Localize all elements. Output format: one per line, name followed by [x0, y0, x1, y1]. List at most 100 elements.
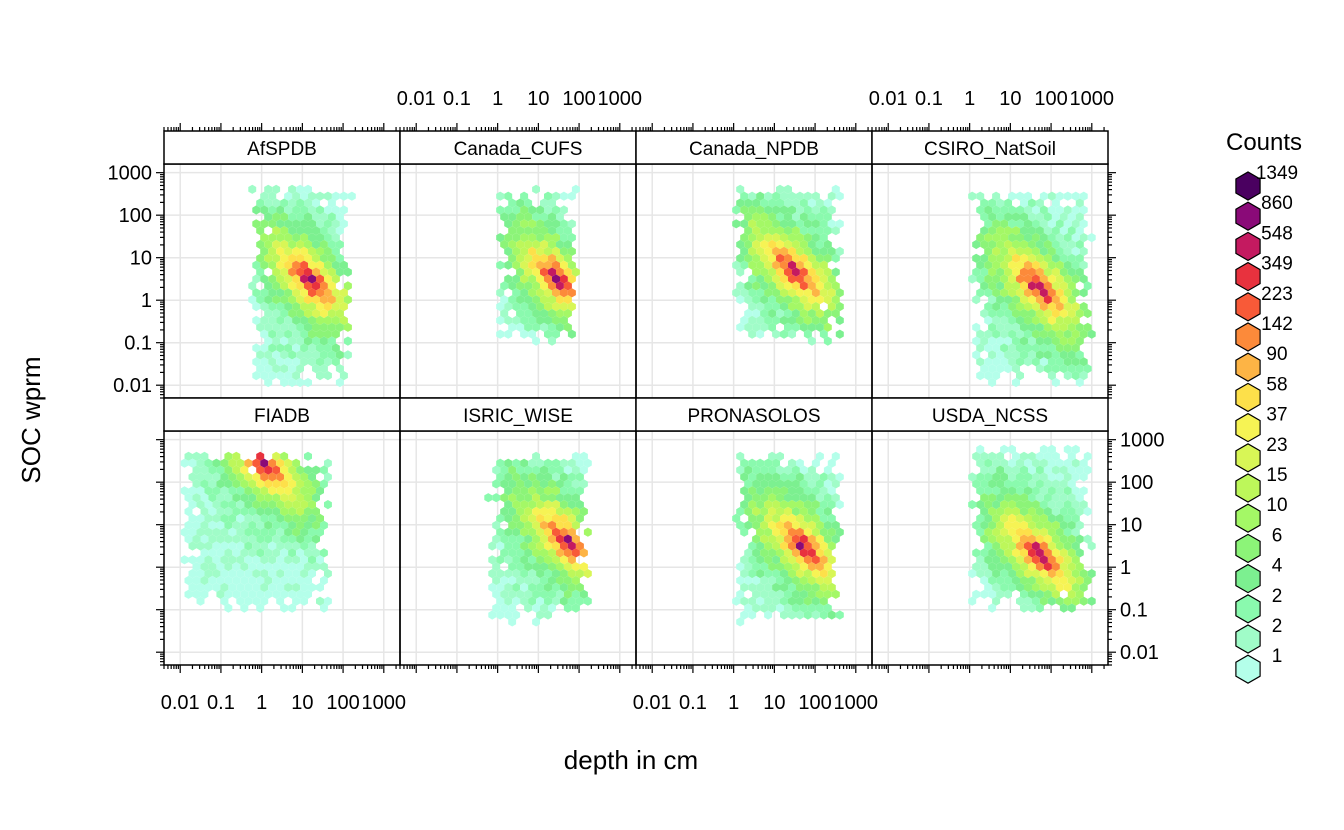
- hex-cell: [1075, 364, 1084, 374]
- hex-cell: [496, 233, 505, 243]
- hex-cell: [192, 451, 201, 461]
- hex-cell: [803, 582, 812, 592]
- hex-cell: [1016, 500, 1024, 510]
- hex-cell: [980, 506, 989, 517]
- hex-cell: [988, 520, 997, 530]
- hex-cell: [516, 239, 525, 250]
- hex-cell: [304, 377, 312, 388]
- hex-cell: [508, 617, 517, 627]
- hex-cell: [1043, 534, 1052, 544]
- hex-cell: [1000, 527, 1009, 537]
- hex-cell: [208, 534, 217, 544]
- hex-cell: [1067, 603, 1076, 613]
- strip-box: [635, 397, 873, 432]
- y-tick-label: 10: [130, 248, 152, 270]
- hex-cell: [292, 315, 301, 325]
- hex-cell: [1079, 233, 1088, 243]
- hex-cell: [972, 589, 981, 599]
- hex-cell: [1016, 191, 1024, 201]
- hex-cell: [312, 267, 320, 277]
- hex-cell: [496, 329, 505, 339]
- hex-cell: [744, 322, 753, 332]
- hex-cell: [772, 288, 780, 298]
- hex-cell: [1071, 191, 1080, 201]
- hex-cell: [1028, 239, 1036, 250]
- hex-cell: [976, 486, 985, 496]
- hex-cell: [1043, 336, 1052, 346]
- hex-cell: [1004, 253, 1012, 263]
- hex-cell: [752, 548, 761, 558]
- hex-cell: [1075, 506, 1084, 517]
- hex-cell: [216, 562, 225, 572]
- hex-cell: [1024, 260, 1032, 270]
- hex-cell: [792, 253, 800, 263]
- hex-cell: [524, 281, 533, 291]
- hex-cell: [284, 233, 293, 243]
- hex-cell: [528, 500, 537, 510]
- hex-cell: [180, 458, 189, 468]
- hex-cell: [835, 315, 844, 325]
- hex-cell: [516, 548, 525, 558]
- hex-cell: [548, 493, 556, 503]
- hex-cell: [268, 513, 277, 523]
- legend-swatch: [1235, 352, 1261, 382]
- hex-cell: [1059, 226, 1068, 236]
- hex-cell: [815, 198, 824, 208]
- hex-cell: [300, 191, 308, 201]
- hex-cell: [1000, 569, 1009, 579]
- hex-cell: [792, 562, 800, 572]
- hex-cell: [815, 281, 824, 291]
- hex-cell: [556, 465, 564, 475]
- hex-cell: [320, 479, 328, 489]
- legend-label: 1349: [1256, 163, 1298, 184]
- hex-cell: [1067, 534, 1076, 544]
- hex-cell: [732, 596, 741, 606]
- hex-cell: [968, 596, 977, 606]
- hex-cell: [524, 562, 533, 572]
- hex-cell: [272, 295, 281, 305]
- hex-cell: [984, 486, 993, 496]
- hex-cell: [992, 357, 1001, 367]
- hex-cell: [264, 377, 273, 388]
- hex-cell: [268, 569, 277, 579]
- hex-cell: [1020, 239, 1028, 250]
- hex-cell: [1063, 233, 1072, 243]
- hex-cell: [772, 458, 780, 468]
- hex-cell: [292, 458, 301, 468]
- hex-cell: [188, 582, 197, 592]
- hex-cell: [1075, 589, 1084, 599]
- hex-cell: [1059, 520, 1068, 530]
- hex-cell: [756, 500, 765, 510]
- hex-cell: [972, 350, 981, 360]
- y-tick-label: 0.1: [124, 333, 152, 355]
- hex-cell: [788, 472, 796, 482]
- hex-cell: [1000, 343, 1009, 353]
- hex-cell: [200, 548, 209, 558]
- hex-cell: [264, 322, 273, 332]
- hex-cell: [740, 233, 749, 243]
- hex-cell: [992, 191, 1001, 201]
- hex-cell: [744, 308, 753, 319]
- hex-cell: [496, 458, 505, 468]
- hex-cell: [823, 562, 832, 572]
- hex-cell: [500, 575, 509, 586]
- hex-cell: [996, 295, 1005, 305]
- hex-cell: [796, 596, 804, 606]
- hex-cell: [224, 465, 233, 475]
- hex-cell: [1075, 336, 1084, 346]
- hex-cell: [567, 596, 576, 606]
- hex-cell: [520, 582, 529, 592]
- hex-cell: [1039, 343, 1048, 353]
- hex-cell: [264, 184, 273, 194]
- hex-cell: [1059, 548, 1068, 558]
- hex-cell: [1032, 582, 1040, 592]
- hex-cell: [560, 246, 568, 256]
- hex-cell: [1028, 589, 1036, 599]
- hex-cell: [536, 486, 544, 496]
- hex-cell: [1071, 205, 1080, 215]
- hex-cell: [512, 500, 521, 510]
- hex-cell: [324, 260, 332, 270]
- legend-swatch: [1235, 473, 1261, 503]
- hex-cell: [1067, 212, 1076, 222]
- hex-cell: [536, 246, 544, 256]
